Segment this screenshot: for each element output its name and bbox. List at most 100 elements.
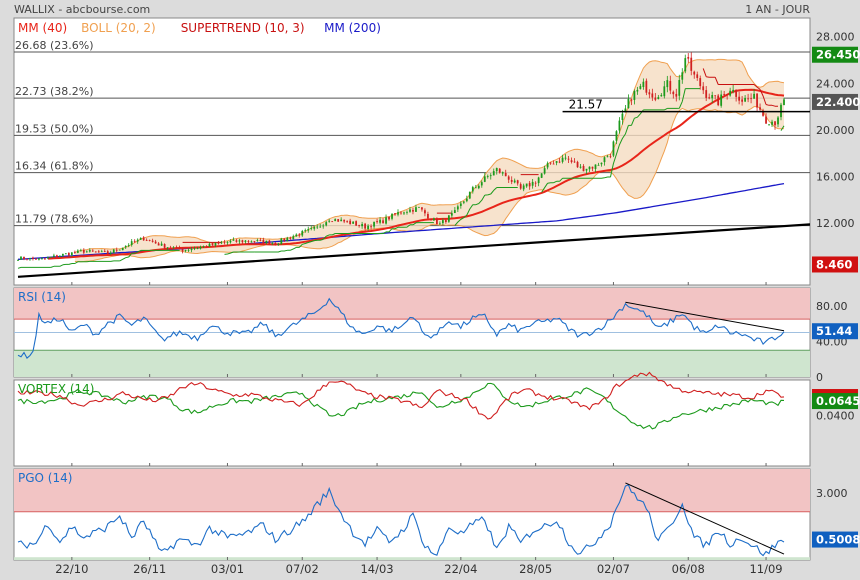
candle-body — [651, 93, 654, 98]
candle-body — [56, 255, 58, 257]
candle-body — [558, 161, 561, 163]
candle-body — [456, 206, 459, 210]
chart-panels: 26.68 (23.6%) 22.73 (38.2%) 19.53 (50.0%) 1… — [13, 17, 860, 561]
candle-body — [223, 242, 226, 244]
candle-body — [516, 180, 519, 184]
candle-body — [717, 95, 720, 106]
vortex-badge: 0.0645 — [816, 394, 860, 408]
candle-body — [433, 218, 435, 221]
candle-body — [690, 57, 693, 71]
candle-body — [750, 98, 752, 100]
candle-body — [41, 258, 43, 260]
vortex-tick-label: 0.0400 — [816, 410, 855, 423]
candle-body — [379, 219, 381, 223]
candle-body — [124, 245, 127, 248]
candle-body — [154, 241, 157, 244]
candle-body — [573, 161, 576, 163]
candle-body — [681, 72, 684, 80]
candle-body — [106, 251, 109, 255]
x-tick-label: 22/04 — [444, 562, 477, 576]
candle-body — [346, 220, 349, 222]
candle-body — [217, 243, 220, 244]
price-badge-bg — [812, 256, 858, 273]
rsi-tick-label: 80.00 — [816, 300, 848, 313]
candle-body — [439, 223, 441, 225]
candle-body — [298, 234, 301, 236]
candle-body — [504, 172, 507, 177]
candle-body — [310, 228, 313, 229]
candle-body — [648, 92, 651, 95]
candle-body — [79, 250, 82, 252]
x-tick-label: 02/07 — [597, 562, 630, 576]
candle-body — [20, 256, 22, 260]
candle-body — [552, 163, 555, 165]
candle-body — [705, 90, 708, 98]
candle-body — [615, 131, 618, 141]
candle-body — [160, 243, 163, 246]
candle-body — [609, 156, 612, 158]
candle-body — [91, 250, 94, 252]
candle-body — [211, 243, 214, 245]
candle-body — [103, 251, 106, 252]
candle-body — [657, 97, 660, 100]
candle-body — [142, 237, 145, 241]
candle-body — [23, 256, 25, 260]
candle-body — [250, 241, 253, 243]
candle-body — [38, 258, 40, 260]
candle-body — [600, 162, 603, 165]
candle-body — [747, 98, 749, 100]
mm40-line — [47, 88, 785, 260]
candle-body — [549, 162, 552, 164]
period-label: 1 AN - JOUR — [745, 3, 810, 16]
candle-body — [642, 81, 645, 88]
candle-body — [73, 251, 76, 253]
candle-body — [253, 241, 256, 242]
candle-body — [465, 198, 468, 202]
x-tick-label: 28/05 — [519, 562, 552, 576]
candle-body — [358, 225, 361, 226]
candle-body — [214, 242, 217, 246]
candle-body — [513, 180, 516, 183]
candle-body — [367, 225, 369, 229]
candle-body — [738, 96, 741, 101]
candle-body — [555, 161, 558, 163]
candle-body — [675, 93, 678, 97]
candle-body — [244, 240, 247, 242]
price-badge-bg — [812, 46, 858, 63]
candle-body — [468, 191, 471, 199]
candle-body — [262, 239, 265, 244]
candle-body — [301, 231, 304, 236]
candle-body — [415, 207, 417, 212]
candle-body — [82, 249, 85, 253]
candle-body — [169, 247, 172, 249]
candle-body — [576, 161, 579, 168]
candle-body — [382, 220, 384, 224]
candle-body — [334, 219, 337, 222]
candle-body — [187, 249, 190, 251]
candle-body — [361, 224, 363, 227]
candle-body — [567, 158, 570, 160]
candle-body — [702, 86, 705, 91]
candle-body — [172, 247, 175, 249]
x-tick-label: 11/09 — [749, 562, 782, 576]
candle-body — [708, 97, 711, 99]
candle-body — [47, 257, 49, 259]
candle-body — [735, 89, 738, 97]
candle-body — [163, 244, 166, 248]
candle-body — [403, 212, 405, 214]
candle-body — [274, 243, 277, 245]
candle-body — [774, 121, 776, 126]
candle-body — [459, 203, 462, 206]
rsi-badge-bg — [812, 323, 858, 340]
candle-body — [711, 95, 714, 99]
candle-body — [70, 252, 73, 256]
vortex-red-badge-bg — [812, 389, 858, 398]
candle-body — [328, 220, 331, 222]
candle-body — [343, 219, 346, 222]
candle-body — [304, 230, 307, 231]
x-axis: 22/10 26/11 03/01 07/02 14/03 22/04 28/05 02/07… — [55, 282, 783, 576]
candle-body — [44, 258, 46, 260]
candle-body — [714, 95, 717, 97]
candle-body — [696, 74, 699, 78]
candle-body — [430, 218, 432, 221]
